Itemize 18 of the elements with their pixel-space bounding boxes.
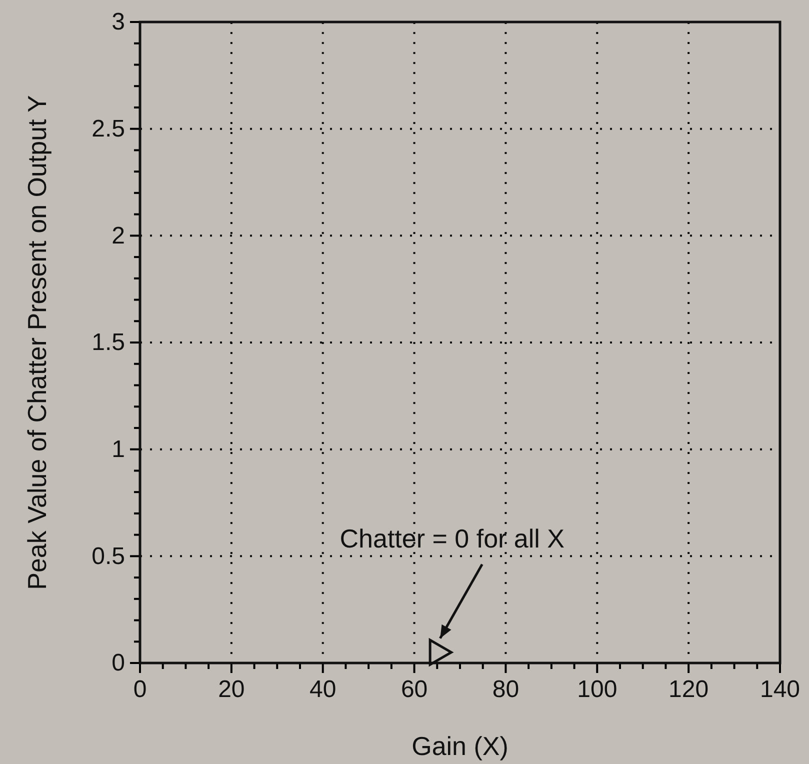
x-tick-label: 40 bbox=[310, 676, 336, 704]
y-tick-label: 0 bbox=[112, 650, 125, 677]
x-tick-label: 100 bbox=[577, 676, 618, 704]
y-tick-label: 1.5 bbox=[92, 329, 125, 356]
y-tick-label: 1 bbox=[112, 436, 125, 464]
annotation: Chatter = 0 for all X bbox=[340, 523, 565, 554]
x-tick-label: 0 bbox=[133, 676, 147, 704]
y-tick-label: 2.5 bbox=[92, 116, 125, 143]
x-tick-label: 20 bbox=[218, 676, 245, 704]
y-tick-label: 3 bbox=[112, 8, 125, 36]
y-tick-label: 2 bbox=[112, 222, 125, 250]
x-axis-title: Gain (X) bbox=[412, 731, 508, 761]
y-tick-label: 0.5 bbox=[92, 542, 125, 570]
x-tick-label: 60 bbox=[400, 676, 428, 704]
x-tick-label: 140 bbox=[760, 676, 800, 704]
y-axis-title: Peak Value of Chatter Present on Output Y bbox=[22, 95, 52, 590]
x-tick-label: 120 bbox=[668, 676, 709, 704]
x-tick-label: 80 bbox=[492, 676, 520, 704]
